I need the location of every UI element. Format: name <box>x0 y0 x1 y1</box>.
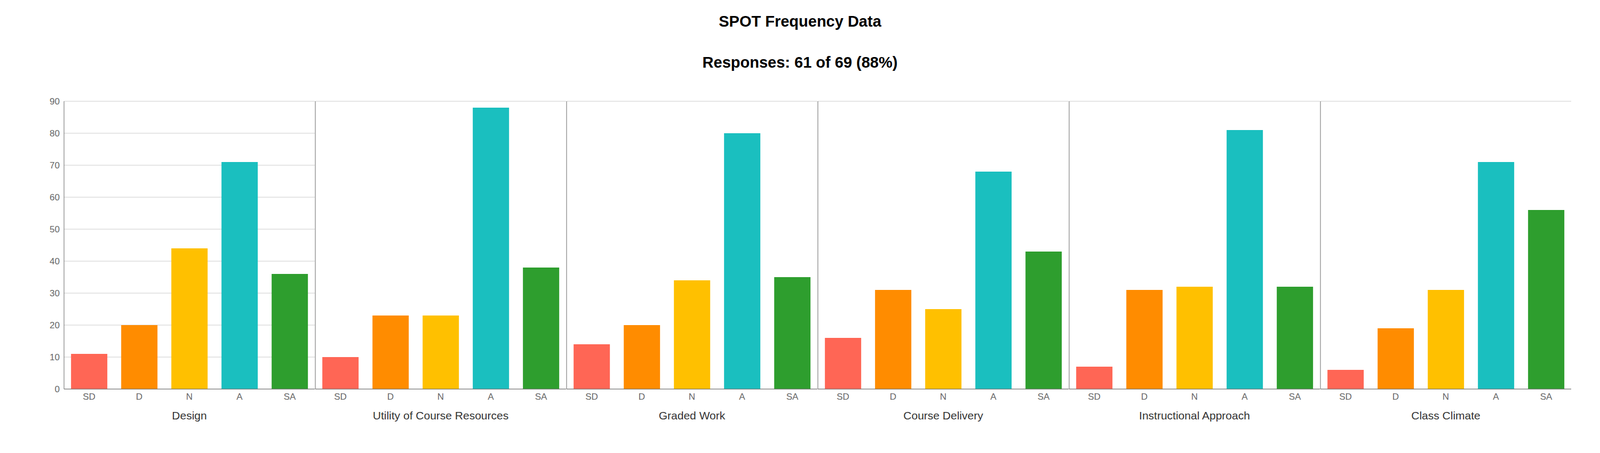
svg-text:60: 60 <box>49 192 60 203</box>
html-text:Course Delivery: Course Delivery <box>903 409 984 423</box>
svg-text:N: N <box>437 392 444 403</box>
svg-text:SD: SD <box>82 392 96 403</box>
svg-text:SA: SA <box>1037 392 1050 403</box>
svg-text:N: N <box>940 392 947 403</box>
svg-text:D: D <box>387 392 394 403</box>
html-text:Design: Design <box>171 409 207 423</box>
svg-text:N: N <box>1442 392 1450 403</box>
svg-text:50: 50 <box>49 224 60 235</box>
svg-text:SD: SD <box>1339 392 1352 403</box>
svg-text:A: A <box>487 392 495 403</box>
svg-text:SA: SA <box>1540 392 1553 403</box>
svg-text:40: 40 <box>49 256 60 267</box>
svg-text:SA: SA <box>786 392 799 403</box>
svg-text:30: 30 <box>49 288 60 299</box>
html-text:Responses: 61 of 69 (88%): Responses: 61 of 69 (88%) <box>702 53 898 71</box>
svg-text:N: N <box>1191 392 1198 403</box>
svg-text:70: 70 <box>49 160 60 171</box>
svg-text:A: A <box>990 392 997 403</box>
svg-text:D: D <box>638 392 646 403</box>
svg-text:SD: SD <box>836 392 850 403</box>
svg-text:N: N <box>688 392 696 403</box>
svg-text:90: 90 <box>49 96 60 107</box>
html-text:Graded Work: Graded Work <box>658 409 726 423</box>
svg-text:D: D <box>1141 392 1148 403</box>
svg-text:D: D <box>889 392 897 403</box>
svg-text:SD: SD <box>585 392 599 403</box>
html-text:Instructional Approach: Instructional Approach <box>1139 409 1250 423</box>
svg-text:10: 10 <box>49 352 60 363</box>
svg-text:20: 20 <box>49 320 60 331</box>
svg-text:A: A <box>1492 392 1500 403</box>
svg-text:SD: SD <box>1087 392 1101 403</box>
html-text:Class Climate: Class Climate <box>1411 409 1481 423</box>
svg-text:SA: SA <box>535 392 548 403</box>
html-text:Utility of Course Resources: Utility of Course Resources <box>372 409 509 423</box>
svg-text:SA: SA <box>283 392 297 403</box>
svg-text:A: A <box>1241 392 1248 403</box>
html-text:SPOT Frequency Data: SPOT Frequency Data <box>718 12 882 30</box>
svg-text:N: N <box>186 392 193 403</box>
svg-text:SD: SD <box>333 392 347 403</box>
svg-text:0: 0 <box>54 384 60 395</box>
svg-text:A: A <box>236 392 243 403</box>
svg-text:80: 80 <box>49 128 60 139</box>
svg-text:SA: SA <box>1288 392 1302 403</box>
svg-text:A: A <box>738 392 746 403</box>
svg-text:D: D <box>1392 392 1399 403</box>
svg-text:D: D <box>136 392 143 403</box>
